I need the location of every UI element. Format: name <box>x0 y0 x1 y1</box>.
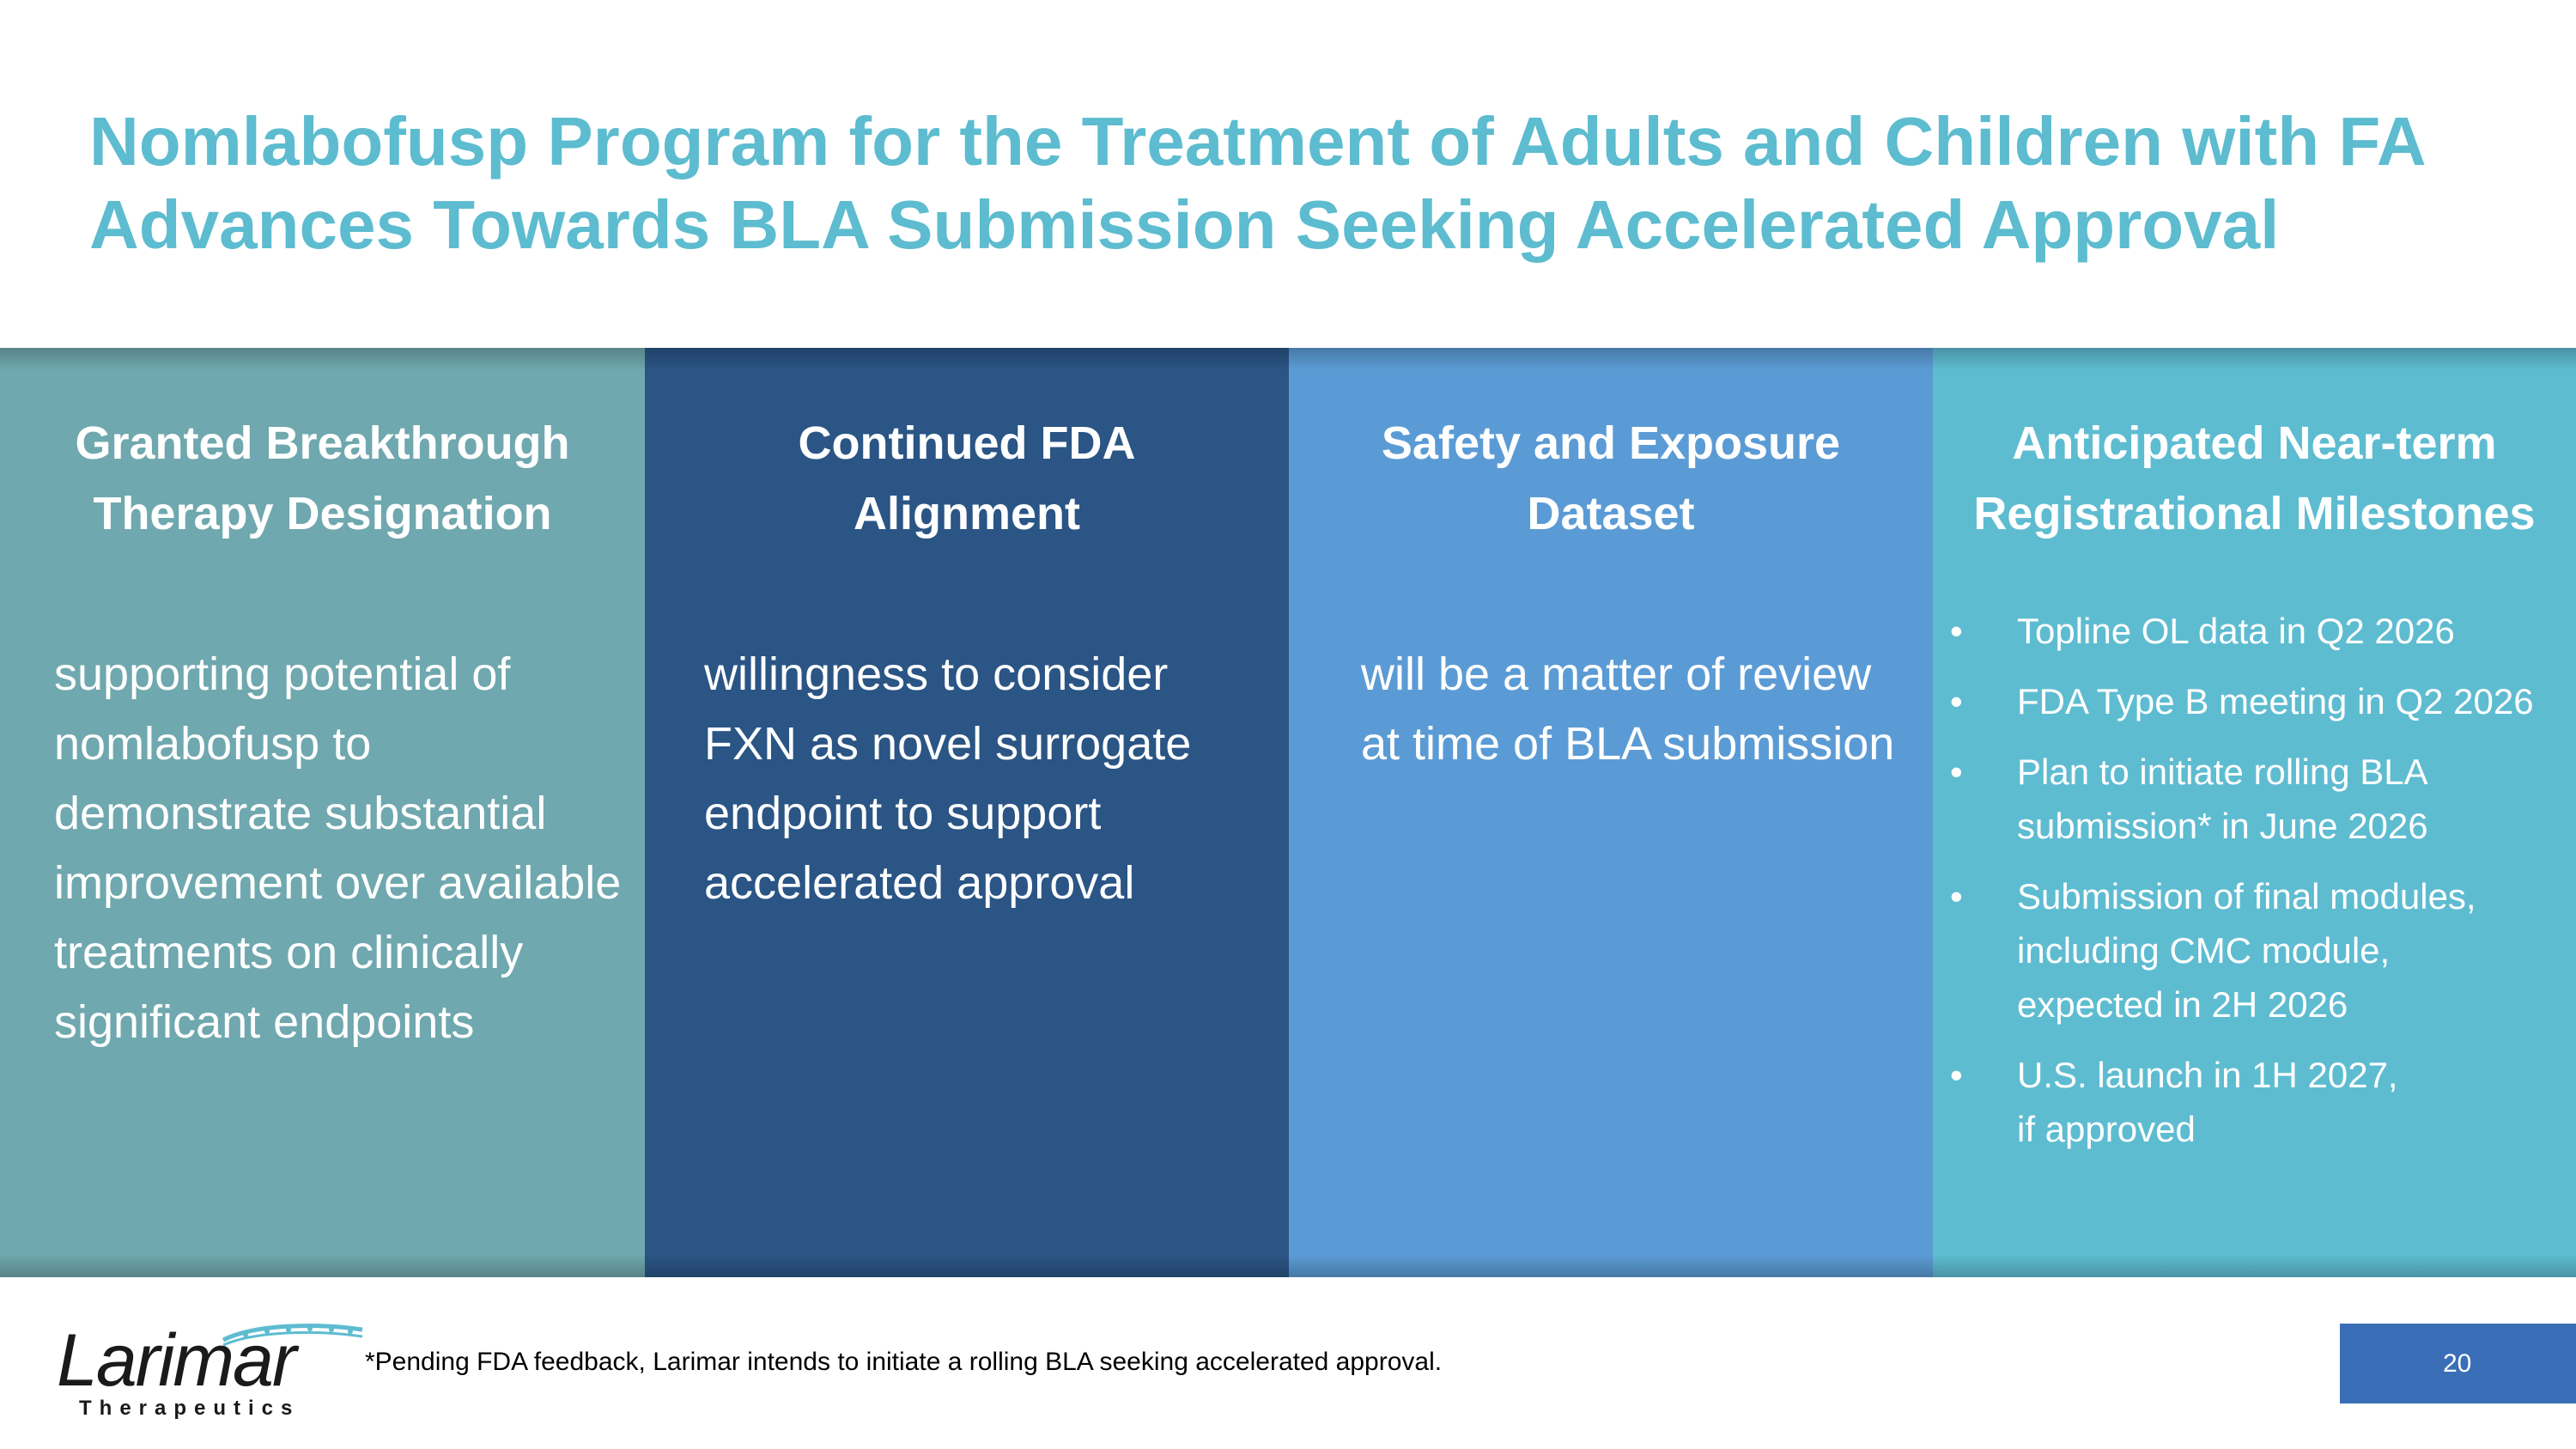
bullet-icon: • <box>1950 611 1963 651</box>
milestone-text: submission* in June 2026 <box>2017 806 2428 846</box>
pillar-heading-line-1: Granted Breakthrough <box>75 417 570 469</box>
helix-icon <box>222 1324 363 1347</box>
page-number: 20 <box>2443 1349 2472 1378</box>
milestone-text: if approved <box>2017 1109 2196 1149</box>
milestone-text: FDA Type B meeting in Q2 2026 <box>2017 681 2534 721</box>
pillar-heading: Granted Breakthrough Therapy Designation <box>0 408 645 549</box>
pillar-heading-line-1: Anticipated Near-term <box>2012 417 2497 469</box>
milestone-text: Submission of final modules, <box>2017 876 2476 916</box>
pillar-body: will be a matter of review at time of BL… <box>1361 648 1895 770</box>
pillar-heading-line-2: Therapy Designation <box>93 488 552 539</box>
pillar-safety-dataset: Safety and Exposure Dataset will be a ma… <box>1289 348 1933 1277</box>
milestone-text: Plan to initiate rolling BLA <box>2017 752 2428 792</box>
milestone-text: expected in 2H 2026 <box>2017 984 2348 1025</box>
milestone-text: including CMC module, <box>2017 930 2391 971</box>
milestone-text: Topline OL data in Q2 2026 <box>2017 611 2455 651</box>
pillar-registrational-milestones: Anticipated Near-term Registrational Mil… <box>1933 348 2576 1277</box>
pillar-heading: Anticipated Near-term Registrational Mil… <box>1933 408 2576 549</box>
pillar-heading-line-2: Registrational Milestones <box>1973 488 2536 539</box>
pillars-band: Granted Breakthrough Therapy Designation… <box>0 348 2576 1277</box>
pillar-heading: Safety and Exposure Dataset <box>1289 408 1933 549</box>
pillar-fda-alignment: Continued FDA Alignment willingness to c… <box>645 348 1289 1277</box>
page-number-box: 20 <box>2340 1324 2576 1403</box>
pillar-heading-line-2: Alignment <box>854 488 1080 539</box>
slide-title-line-1: Nomlabofusp Program for the Treatment of… <box>89 103 2427 180</box>
pillar-body: supporting potential of nomlabofusp to d… <box>54 648 622 1048</box>
milestone-text: U.S. launch in 1H 2027, <box>2017 1055 2398 1095</box>
footnote: *Pending FDA feedback, Larimar intends t… <box>365 1348 1443 1376</box>
milestone-item: • Topline OL data in Q2 2026 <box>1950 604 2576 658</box>
pillar-heading-line-1: Continued FDA <box>798 417 1136 469</box>
slide-title: Nomlabofusp Program for the Treatment of… <box>89 100 2545 266</box>
bullet-icon: • <box>1950 1055 1963 1095</box>
pillar-heading: Continued FDA Alignment <box>645 408 1289 549</box>
company-logo: Larimar Therapeutics <box>57 1318 363 1421</box>
bullet-icon: • <box>1950 681 1963 721</box>
logo-wordmark: Larimar <box>57 1319 297 1402</box>
slide-title-line-2: Advances Towards BLA Submission Seeking … <box>89 186 2280 263</box>
milestone-item: • FDA Type B meeting in Q2 2026 <box>1950 674 2576 728</box>
milestone-item: • Submission of final modules, including… <box>1950 869 2576 1032</box>
bullet-icon: • <box>1950 752 1963 792</box>
milestone-item: • Plan to initiate rolling BLA submissio… <box>1950 745 2576 853</box>
pillar-body: willingness to consider FXN as novel sur… <box>704 648 1192 909</box>
bullet-icon: • <box>1950 876 1963 916</box>
milestone-list: • Topline OL data in Q2 2026 • FDA Type … <box>1950 604 2576 1172</box>
logo-subtitle: Therapeutics <box>79 1397 301 1420</box>
pillar-heading-line-1: Safety and Exposure <box>1381 417 1841 469</box>
pillar-breakthrough-designation: Granted Breakthrough Therapy Designation… <box>0 348 645 1277</box>
milestone-item: • U.S. launch in 1H 2027, if approved <box>1950 1048 2576 1156</box>
pillar-heading-line-2: Dataset <box>1527 488 1695 539</box>
